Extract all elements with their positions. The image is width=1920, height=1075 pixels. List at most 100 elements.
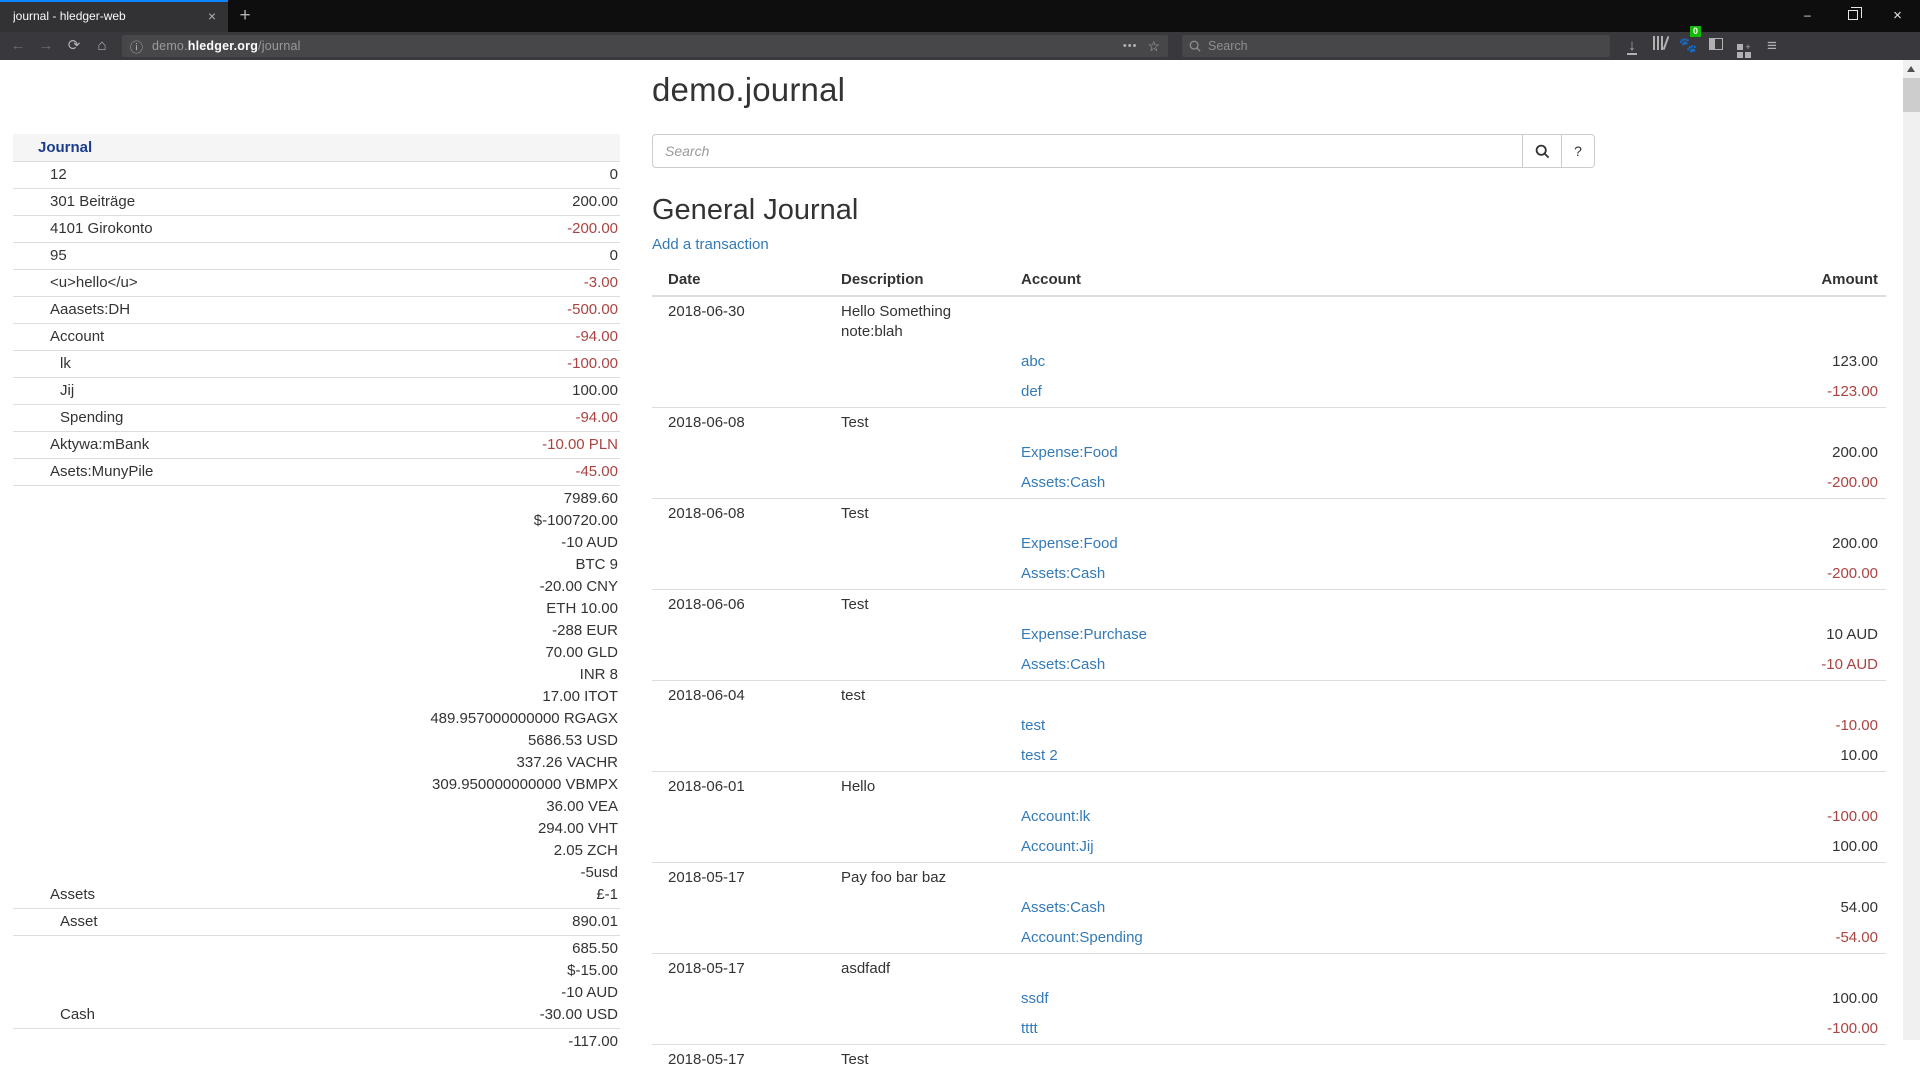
posting-account-link[interactable]: Assets:Cash xyxy=(1021,565,1105,582)
sidebar-account-row: lk-100.00 xyxy=(13,350,620,377)
site-info-icon[interactable]: ⓘ xyxy=(130,37,143,56)
posting-account-link[interactable]: Account:lk xyxy=(1021,808,1090,825)
posting-account-link[interactable]: def xyxy=(1021,383,1042,400)
sidebar-account-link[interactable]: Aaasets:DH xyxy=(13,299,130,321)
account-balance: -500.00 xyxy=(130,299,618,321)
posting-amount: 54.00 xyxy=(1646,893,1886,923)
sidebar-account-link[interactable]: lk xyxy=(13,353,71,375)
posting-account-link[interactable]: tttt xyxy=(1021,1020,1038,1037)
sidebar-account-link[interactable]: Asets:MunyPile xyxy=(13,461,153,483)
account-balance: 200.00 xyxy=(135,191,618,213)
sidebar-account-link[interactable]: 301 Beiträge xyxy=(13,191,135,213)
page-scrollbar[interactable] xyxy=(1903,60,1920,1040)
sidebar-account-row: Aaasets:DH-500.00 xyxy=(13,296,620,323)
journal-link[interactable]: Journal xyxy=(38,139,92,156)
sidebar-account-link[interactable]: Jij xyxy=(13,380,74,402)
reload-icon[interactable]: ⟳ xyxy=(60,32,88,60)
posting-account-link[interactable]: abc xyxy=(1021,353,1045,370)
posting-row: Assets:Cash -200.00 xyxy=(652,468,1886,499)
browser-tab[interactable]: journal - hledger-web × xyxy=(0,0,228,32)
apps-grid-icon[interactable]: + xyxy=(1730,32,1758,60)
posting-account-link[interactable]: Assets:Cash xyxy=(1021,474,1105,491)
posting-account-link[interactable]: Account:Jij xyxy=(1021,838,1094,855)
toolbar-icons: ↓ 🐾0 + ≡ xyxy=(1618,32,1786,60)
tab-close-icon[interactable]: × xyxy=(205,8,219,24)
search-icon xyxy=(1535,144,1550,159)
posting-account-link[interactable]: Assets:Cash xyxy=(1021,899,1105,916)
nav-toolbar: ← → ⟳ ⌂ ⓘ demo.hledger.org/journal ••• ☆… xyxy=(0,32,1920,60)
posting-amount: -200.00 xyxy=(1646,559,1886,590)
minimize-button[interactable]: – xyxy=(1785,0,1830,30)
account-balance: 17.00 ITOT xyxy=(95,686,618,708)
posting-amount: 10.00 xyxy=(1646,741,1886,772)
page-actions-icon[interactable]: ••• xyxy=(1123,40,1138,52)
sidebar-account-link[interactable]: 12 xyxy=(13,164,67,186)
sidebar-account-link[interactable]: Asset xyxy=(13,911,98,933)
transaction-date: 2018-05-17 xyxy=(652,954,833,985)
sidebar-account-link[interactable]: Assets xyxy=(13,884,95,906)
transaction-date: 2018-05-17 xyxy=(652,1045,833,1075)
posting-account-link[interactable]: test xyxy=(1021,717,1045,734)
account-balances: 100.00 xyxy=(74,380,618,402)
sidebar-account-link[interactable]: 95 xyxy=(13,245,67,267)
bookmark-star-icon[interactable]: ☆ xyxy=(1147,38,1160,55)
tab-title: journal - hledger-web xyxy=(13,9,205,23)
scrollbar-thumb[interactable] xyxy=(1903,78,1920,112)
restore-button[interactable] xyxy=(1830,0,1875,30)
account-balance: -5usd xyxy=(95,862,618,884)
account-balances: -100.00 xyxy=(71,353,618,375)
account-balance: ETH 10.00 xyxy=(95,598,618,620)
account-balance: 685.50 xyxy=(95,938,618,960)
journal-search-input[interactable] xyxy=(652,134,1523,168)
extension-icon[interactable]: 🐾0 xyxy=(1674,32,1702,60)
sidebar-account-link[interactable]: Spending xyxy=(13,407,123,429)
sidebar-account-link[interactable]: Cash xyxy=(13,1004,95,1026)
posting-row: Assets:Cash -200.00 xyxy=(652,559,1886,590)
account-balance: -10 AUD xyxy=(95,532,618,554)
posting-row: Assets:Cash 54.00 xyxy=(652,893,1886,923)
posting-account-link[interactable]: test 2 xyxy=(1021,747,1058,764)
account-balance: 7989.60 xyxy=(95,488,618,510)
account-balance: 100.00 xyxy=(74,380,618,402)
sidebar-header: Journal xyxy=(13,134,620,161)
journal-search-button[interactable] xyxy=(1523,134,1562,168)
sidebar-account-link[interactable]: Aktywa:mBank xyxy=(13,434,149,456)
back-icon[interactable]: ← xyxy=(4,32,32,60)
sidebar-account-link[interactable]: 4101 Girokonto xyxy=(13,218,153,240)
account-balances: -10.00 PLN xyxy=(149,434,618,456)
posting-account-link[interactable]: Account:Spending xyxy=(1021,929,1143,946)
transaction-description: Test xyxy=(833,408,1013,439)
posting-account-link[interactable]: Assets:Cash xyxy=(1021,656,1105,673)
posting-row: def -123.00 xyxy=(652,377,1886,408)
sidebar-account-link[interactable]: Account xyxy=(13,326,104,348)
account-balance: INR 8 xyxy=(95,664,618,686)
new-tab-button[interactable]: + xyxy=(228,0,262,32)
posting-account-link[interactable]: Expense:Food xyxy=(1021,444,1118,461)
posting-amount: -123.00 xyxy=(1646,377,1886,408)
url-bar[interactable]: ⓘ demo.hledger.org/journal ••• ☆ xyxy=(122,35,1168,57)
sidebar-toggle-icon[interactable] xyxy=(1702,32,1730,60)
posting-account-link[interactable]: ssdf xyxy=(1021,990,1049,1007)
library-icon[interactable] xyxy=(1646,32,1674,60)
close-window-button[interactable]: × xyxy=(1875,0,1920,30)
sidebar-account-link[interactable]: <u>hello</u> xyxy=(13,272,138,294)
posting-account-link[interactable]: Expense:Food xyxy=(1021,535,1118,552)
home-icon[interactable]: ⌂ xyxy=(88,32,116,60)
posting-account-link[interactable]: Expense:Purchase xyxy=(1021,626,1147,643)
column-header-amount: Amount xyxy=(1646,265,1886,296)
forward-icon[interactable]: → xyxy=(32,32,60,60)
download-icon[interactable]: ↓ xyxy=(1618,32,1646,60)
account-balance: 2.05 ZCH xyxy=(95,840,618,862)
search-help-button[interactable]: ? xyxy=(1562,134,1595,168)
menu-icon[interactable]: ≡ xyxy=(1758,32,1786,60)
scroll-up-arrow[interactable] xyxy=(1907,66,1915,72)
browser-search-field[interactable]: Search xyxy=(1182,35,1610,57)
add-transaction-link[interactable]: Add a transaction xyxy=(652,236,769,253)
sidebar-account-row: 4101 Girokonto-200.00 xyxy=(13,215,620,242)
posting-amount: -200.00 xyxy=(1646,468,1886,499)
